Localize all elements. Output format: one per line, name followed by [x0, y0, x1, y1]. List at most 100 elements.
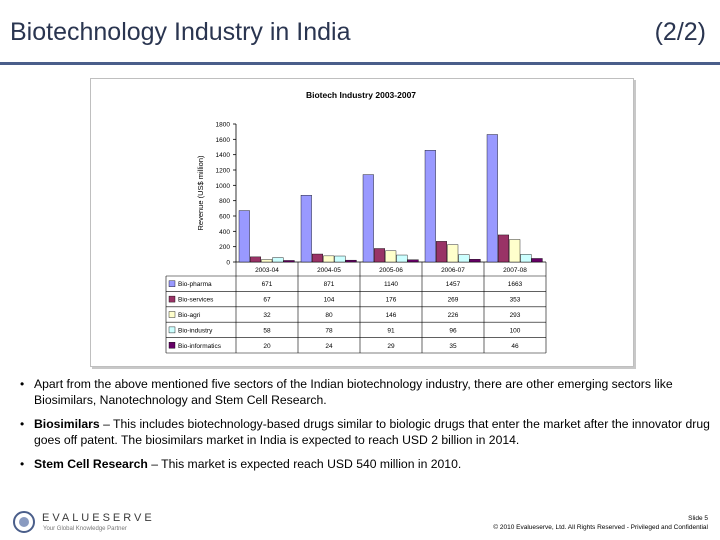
bar: [385, 250, 397, 263]
biotech-chart: Biotech Industry 2003-2007 Revenue (US$ m…: [165, 90, 547, 354]
evalueserve-logo: EVALUESERVE Your Global Knowledge Partne…: [12, 508, 172, 538]
bar: [362, 174, 374, 263]
bar: [531, 258, 543, 263]
bar: [238, 210, 250, 263]
bar: [272, 257, 284, 263]
bar: [407, 259, 419, 263]
bar: [424, 150, 436, 263]
data-label: 1140: [384, 281, 398, 288]
bar: [498, 234, 510, 263]
y-tick-label: 800: [219, 198, 230, 205]
bar: [486, 134, 498, 263]
bullet-text: – This market is expected reach USD 540 …: [147, 457, 462, 471]
copyright: © 2010 Evalueserve, Ltd. All Rights Rese…: [493, 524, 708, 531]
data-label: 35: [449, 343, 457, 350]
data-label: 146: [386, 312, 397, 319]
bullet-bold: Stem Cell Research: [34, 457, 148, 471]
data-label: 100: [510, 327, 521, 334]
data-label: 269: [448, 297, 459, 304]
y-tick-label: 1000: [216, 183, 231, 190]
data-label: 78: [325, 327, 333, 334]
slide-number: Slide 5: [688, 515, 708, 522]
data-label: 32: [263, 312, 271, 319]
y-tick-label: 200: [219, 244, 230, 251]
data-label: 29: [387, 343, 395, 350]
logo-name: EVALUESERVE: [42, 512, 155, 524]
data-label: 67: [263, 297, 271, 304]
data-label: 1663: [508, 281, 523, 288]
bullet-dot-icon: •: [20, 457, 25, 471]
chart-frame: Biotech Industry 2003-2007 Revenue (US$ m…: [90, 78, 634, 367]
y-tick-label: 400: [219, 229, 230, 236]
data-label: 96: [449, 327, 457, 334]
slide-title: Biotechnology Industry in India: [10, 18, 351, 46]
bar: [345, 259, 357, 263]
y-tick-label: 600: [219, 214, 230, 221]
bullet-text: Apart from the above mentioned five sect…: [34, 377, 673, 407]
bar: [334, 255, 346, 263]
data-label: 91: [387, 327, 395, 334]
legend-swatch: [168, 326, 176, 334]
data-label: 293: [510, 312, 521, 319]
x-tick-label: 2005-06: [379, 267, 403, 274]
y-tick-label: 1600: [216, 137, 231, 144]
legend-swatch: [168, 280, 176, 287]
y-tick-label: 1800: [216, 122, 231, 129]
bar: [261, 259, 273, 263]
bar: [311, 253, 323, 263]
data-label: 871: [324, 281, 335, 288]
chart-ylabel: Revenue (US$ million): [196, 155, 205, 231]
legend-label: Bio-agri: [178, 312, 200, 319]
bar: [396, 254, 408, 263]
bullet-item: • Apart from the above mentioned five se…: [20, 376, 710, 408]
data-label: 58: [263, 327, 271, 334]
data-label: 353: [510, 297, 521, 304]
legend-label: Bio-pharma: [178, 281, 212, 288]
bar: [520, 254, 532, 263]
bar: [283, 260, 295, 263]
bar: [447, 244, 459, 263]
x-tick-label: 2004-05: [317, 267, 341, 274]
bullet-text: – This includes biotechnology-based drug…: [34, 417, 710, 447]
data-label: 176: [386, 297, 397, 304]
bullet-list: • Apart from the above mentioned five se…: [20, 376, 710, 480]
data-label: 46: [511, 343, 519, 350]
logo-mark-icon: [13, 511, 35, 533]
bullet-dot-icon: •: [20, 377, 25, 391]
bar: [323, 255, 335, 263]
data-label: 671: [262, 281, 273, 288]
data-label: 104: [324, 297, 335, 304]
bullet-dot-icon: •: [20, 417, 25, 431]
legend-swatch: [168, 311, 176, 318]
legend-swatch: [168, 342, 176, 349]
logo-tagline: Your Global Knowledge Partner: [43, 526, 127, 532]
bullet-bold: Biosimilars: [34, 417, 100, 431]
x-tick-label: 2007-08: [503, 267, 527, 274]
legend-label: Bio-industry: [178, 327, 213, 334]
bullet-item: • Stem Cell Research – This market is ex…: [20, 456, 710, 472]
slide-part-indicator: (2/2): [654, 18, 706, 46]
bar: [249, 256, 261, 263]
legend-label: Bio-informatics: [178, 343, 222, 350]
x-tick-label: 2006-07: [441, 267, 465, 274]
data-label: 1457: [446, 281, 461, 288]
legend-label: Bio-services: [178, 297, 214, 304]
bar: [374, 248, 386, 263]
y-tick-label: 1400: [216, 152, 231, 159]
data-label: 20: [263, 343, 271, 350]
footer: Slide 5 © 2010 Evalueserve, Ltd. All Rig…: [493, 514, 708, 532]
y-tick-label: 1200: [216, 168, 231, 175]
bar: [300, 195, 312, 263]
x-tick-label: 2003-04: [255, 267, 279, 274]
title-divider: [0, 62, 720, 65]
y-tick-label: 0: [226, 260, 230, 267]
data-label: 24: [325, 343, 333, 350]
bar: [509, 239, 521, 263]
bar: [458, 254, 470, 263]
data-label: 226: [448, 312, 459, 319]
bar: [469, 259, 481, 263]
bullet-item: • Biosimilars – This includes biotechnol…: [20, 416, 710, 448]
legend-swatch: [168, 295, 176, 303]
chart-title: Biotech Industry 2003-2007: [306, 90, 416, 100]
data-label: 80: [325, 312, 333, 319]
